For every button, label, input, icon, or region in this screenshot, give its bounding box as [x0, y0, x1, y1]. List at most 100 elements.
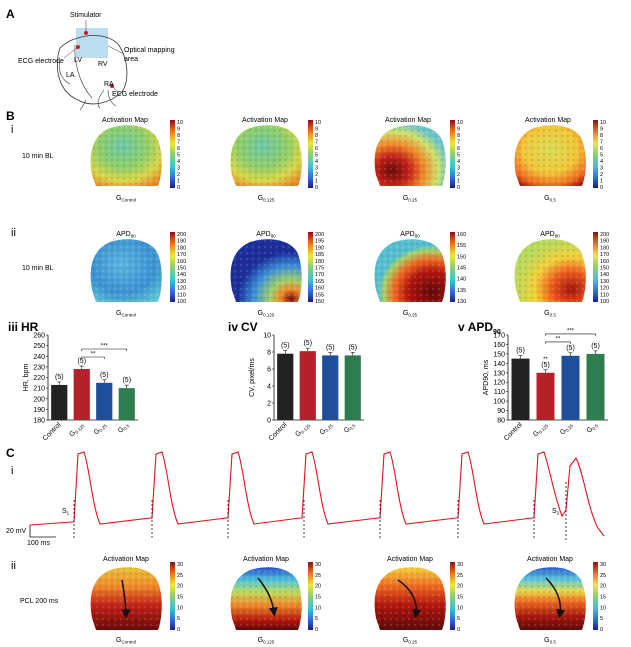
color-scale-tick: 160	[457, 232, 466, 238]
color-scale-tick: 0	[315, 185, 318, 191]
color-scale-c-0: 30 25 20 15 10 5 0	[170, 562, 183, 633]
color-scale-tick: 8	[177, 133, 180, 139]
row-i-condition: 10 min BL	[22, 153, 54, 160]
color-scale-tick: 10	[457, 120, 463, 126]
color-scale-tick: 130	[457, 299, 466, 305]
activation-map-title: Activation Map	[525, 117, 571, 124]
group-label-b-ii-2: G0.25	[403, 310, 418, 318]
color-scale-tick: 190	[315, 245, 324, 251]
x-tick-label: G0.25	[319, 421, 335, 437]
bar-3	[322, 355, 339, 420]
color-scale-tick: 30	[600, 562, 606, 568]
color-scale-tick: 140	[600, 272, 609, 278]
row-c-ii-roman: ii	[11, 560, 16, 572]
significance-star: **	[543, 357, 548, 363]
color-scale-tick: 15	[177, 595, 183, 601]
y-tick-label: 170	[493, 333, 505, 340]
apd-chart-title: v APD90	[458, 320, 501, 336]
color-scale-tick: 0	[177, 185, 180, 191]
color-scale-tick: 7	[315, 140, 318, 146]
n-label: (5)	[516, 348, 525, 355]
y-tick-label: 2	[267, 401, 271, 408]
apd-map-b-g025: APD80	[374, 231, 446, 302]
scale-time-label: 100 ms	[27, 540, 50, 547]
color-scale-tick: 170	[177, 252, 186, 258]
color-scale-tick: 5	[600, 616, 603, 622]
color-scale-tick: 10	[600, 605, 606, 611]
color-scale-tick: 150	[177, 266, 186, 272]
color-scale-tick: 200	[177, 232, 186, 238]
significance-bracket	[545, 341, 571, 344]
color-scale-bar	[593, 120, 598, 188]
color-scale-tick: 180	[177, 245, 186, 251]
color-scale-tick: 0	[600, 185, 603, 191]
ecg-electrode-right-label: ECG electrode	[112, 91, 158, 98]
y-tick-label: 4	[267, 384, 271, 391]
color-scale-tick: 15	[457, 595, 463, 601]
n-label: (5)	[348, 344, 357, 351]
propagation-arrow	[121, 579, 131, 619]
color-scale-bar	[170, 120, 175, 188]
y-tick-label: 260	[33, 333, 45, 340]
bar-2	[299, 351, 316, 420]
activation-map-title: Activation Map	[103, 556, 149, 563]
propagation-arrow	[545, 577, 566, 619]
y-tick-label: 6	[267, 367, 271, 374]
ecg-electrode-left-label: ECG electrode	[18, 58, 64, 65]
svg-text:GControl: GControl	[116, 637, 136, 645]
color-scale-tick: 10	[600, 120, 606, 126]
color-scale-tick: 100	[600, 299, 609, 305]
color-scale-tick: 4	[177, 159, 180, 165]
apd-map-title: APD80	[256, 231, 276, 239]
svg-text:G0.125: G0.125	[258, 637, 275, 645]
panel-a: A Stimulator Optical mapping area ECG el…	[6, 7, 175, 111]
bar-4	[344, 355, 361, 420]
color-scale-tick: 190	[177, 239, 186, 245]
color-scale-tick: 7	[600, 140, 603, 146]
panel-a-letter: A	[6, 7, 15, 21]
x-tick-label: G0.125	[532, 421, 549, 438]
activation-map-c-control: Activation Map	[90, 556, 162, 630]
color-scale-tick: 3	[600, 166, 603, 172]
color-scale-tick: 8	[457, 133, 460, 139]
color-scale-tick: 30	[177, 562, 183, 568]
svg-text:G0.5: G0.5	[544, 195, 556, 203]
color-scale-tick: 2	[177, 172, 180, 178]
y-tick-label: 130	[493, 370, 505, 377]
bar-2	[73, 369, 90, 420]
n-label: (5)	[566, 345, 575, 352]
color-scale-tick: 150	[315, 299, 324, 305]
activation-map-title: Activation Map	[385, 117, 431, 124]
la-label: LA	[66, 72, 75, 79]
significance-bracket	[81, 348, 128, 351]
color-scale-bar	[170, 232, 175, 302]
activation-map-c-g025: Activation Map	[374, 556, 446, 630]
color-scale-tick: 7	[177, 140, 180, 146]
atrium-left-outline	[59, 61, 71, 85]
color-scale-tick: 160	[600, 259, 609, 265]
scale-voltage-label: 20 mV	[6, 528, 27, 535]
apd-map-b-g05: APD80	[514, 231, 586, 302]
activation-map-b-g025: Activation Map	[374, 117, 446, 186]
color-scale-tick: 195	[315, 239, 324, 245]
color-scale-tick: 1	[600, 179, 603, 185]
color-scale-tick: 0	[177, 627, 180, 633]
activation-map-title: Activation Map	[242, 117, 288, 124]
color-scale-tick: 9	[177, 127, 180, 133]
n-label: (5)	[303, 340, 312, 347]
color-scale-tick: 20	[177, 584, 183, 590]
heart-outline	[56, 35, 128, 105]
color-scale-tick: 5	[600, 153, 603, 159]
color-scale-tick: 25	[457, 573, 463, 579]
color-scale-bar	[593, 562, 598, 630]
color-scale-tick: 3	[457, 166, 460, 172]
n-label: (5)	[55, 374, 64, 381]
color-scale-tick: 0	[315, 627, 318, 633]
color-scale-tick: 2	[457, 172, 460, 178]
color-scale-c-3: 30 25 20 15 10 5 0	[593, 562, 606, 633]
color-scale-tick: 3	[177, 166, 180, 172]
activation-map-title: Activation Map	[243, 556, 289, 563]
